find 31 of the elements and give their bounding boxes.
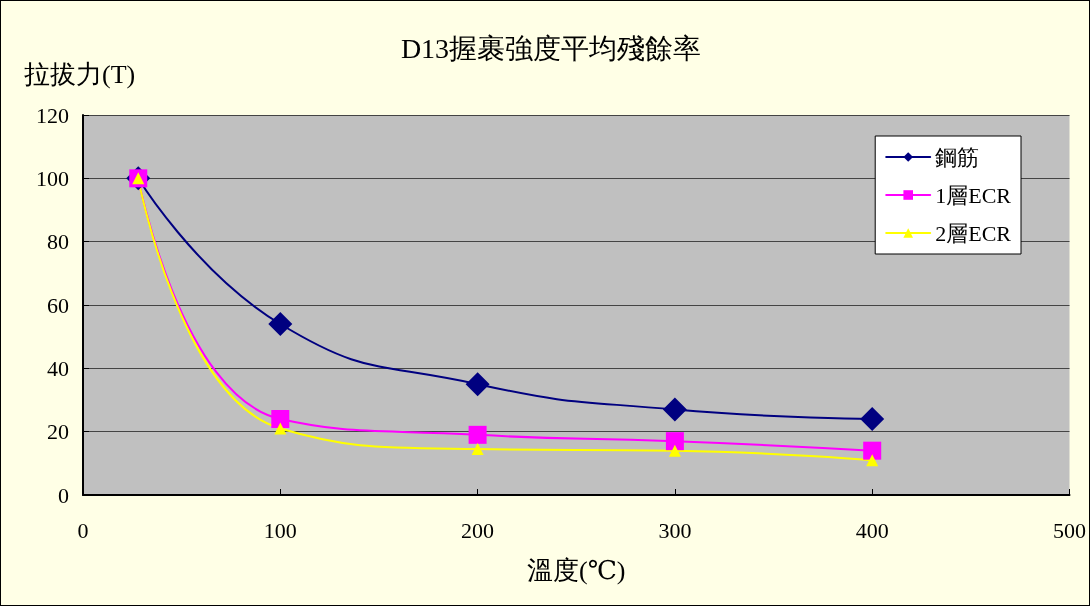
point (866, 454, 879, 467)
y-tick-label: 20 (47, 419, 69, 445)
x-tick-label: 200 (461, 517, 495, 543)
y-tick-label: 40 (47, 355, 69, 381)
y-tick-label: 80 (47, 229, 69, 255)
point (268, 312, 293, 336)
legend-label: 1層ECR (935, 182, 1012, 208)
x-tick-label: 500 (1053, 517, 1086, 543)
point (668, 444, 681, 457)
x-axis-title: 溫度(℃) (527, 555, 626, 585)
point (471, 443, 484, 456)
point (465, 372, 490, 397)
point (665, 432, 684, 451)
legend-label: 2層ECR (935, 220, 1012, 246)
legend-label: 鋼筋 (935, 144, 980, 170)
point (274, 422, 287, 435)
point (468, 425, 487, 444)
x-tick-label: 300 (658, 517, 692, 543)
x-tick-label: 400 (855, 517, 889, 543)
point (662, 397, 687, 422)
x-tick-label: 100 (263, 517, 297, 543)
y-axis-title: 拉拔力(T) (24, 59, 136, 89)
y-tick-label: 0 (58, 482, 69, 508)
chart-title: D13握裹強度平均殘餘率 (400, 32, 702, 64)
x-tick-label: 0 (77, 517, 89, 543)
point (271, 410, 290, 428)
y-tick-label: 120 (36, 102, 69, 128)
y-tick-label: 60 (47, 292, 69, 318)
point (860, 407, 885, 431)
y-tick-label: 100 (36, 165, 69, 191)
point (863, 441, 882, 460)
